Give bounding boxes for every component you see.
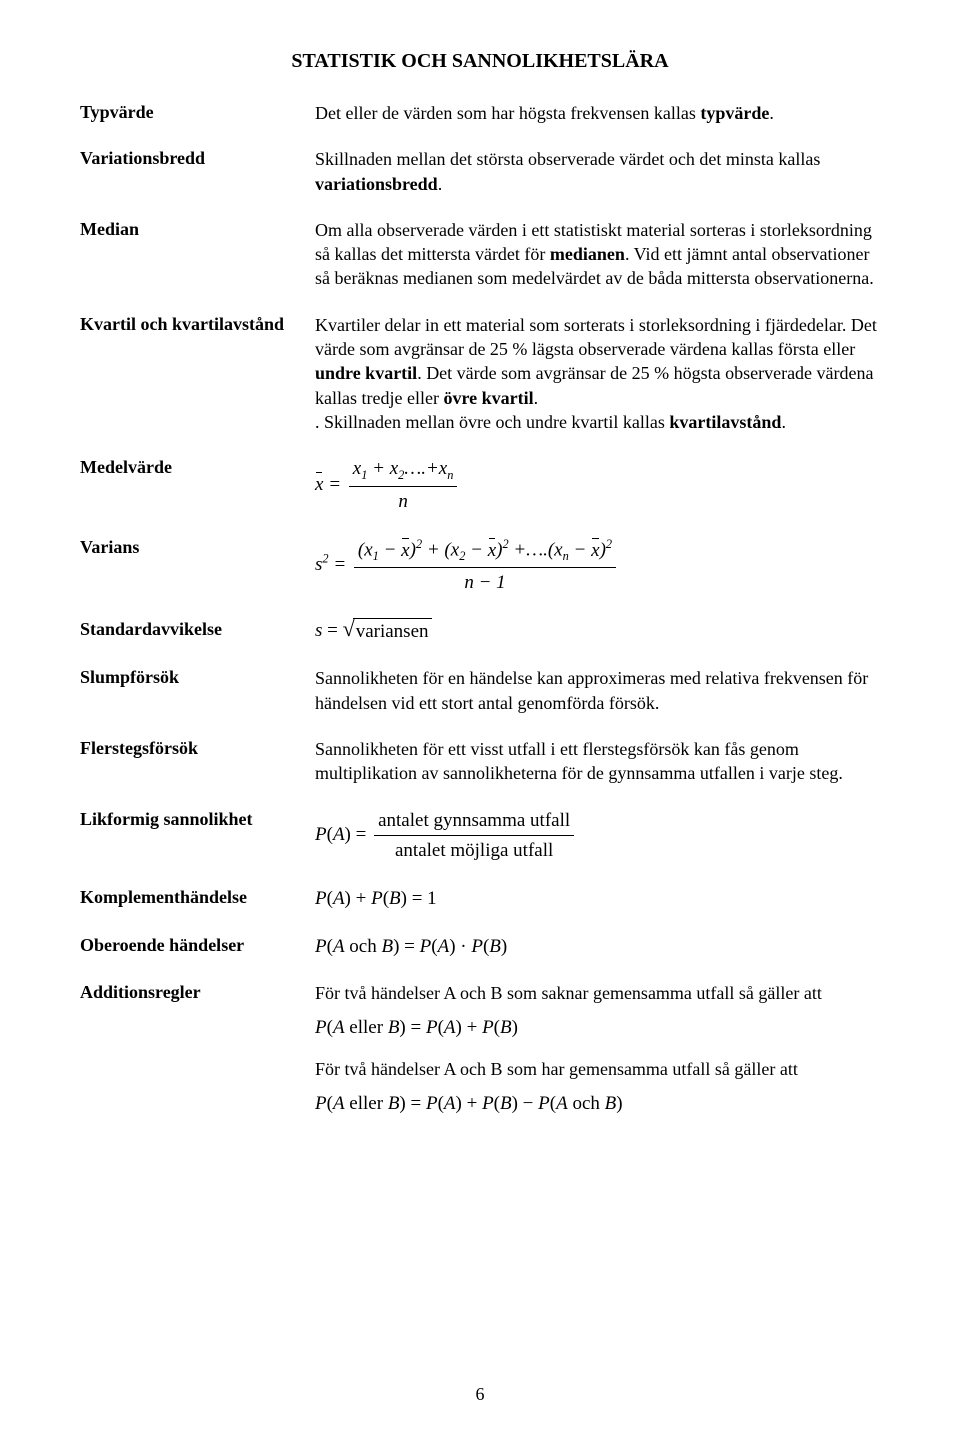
formula-likformig: P(A) = antalet gynnsamma utfall antalet … (315, 824, 577, 845)
term-oberoende: Oberoende händelser (80, 934, 315, 956)
term-flersteg: Flerstegsförsök (80, 737, 315, 759)
def-medel: x = x1 + x2….+xn n (315, 456, 880, 514)
lf-num: antalet gynnsamma utfall (374, 808, 574, 837)
row-medel: Medelvärde x = x1 + x2….+xn n (80, 456, 880, 514)
term-add: Additionsregler (80, 981, 315, 1003)
kv-p3: . Skillnaden mellan övre och undre kvart… (315, 412, 669, 432)
std-eq: = (322, 620, 342, 641)
term-typvarde: Typvärde (80, 101, 315, 123)
row-median: Median Om alla observerade värden i ett … (80, 218, 880, 291)
page-number: 6 (0, 1384, 960, 1405)
row-likformig: Likformig sannolikhet P(A) = antalet gyn… (80, 808, 880, 864)
formula-variance: s2 = (x1 − x)2 + (x2 − x)2 +….(xn − x)2 … (315, 554, 619, 575)
kv-p4: . (781, 412, 786, 432)
row-slump: Slumpförsök Sannolikheten för en händels… (80, 666, 880, 715)
page: STATISTIK OCH SANNOLIKHETSLÄRA Typvärde … (0, 0, 960, 1435)
row-typvarde: Typvärde Det eller de värden som har hög… (80, 101, 880, 125)
row-std: Standardavvikelse s = √variansen (80, 618, 880, 645)
def-bold: medianen (550, 244, 625, 264)
term-median: Median (80, 218, 315, 240)
def-varbredd: Skillnaden mellan det största observerad… (315, 147, 880, 196)
def-typvarde: Det eller de värden som har högsta frekv… (315, 101, 880, 125)
kv-b3: kvartilavstånd (669, 412, 781, 432)
row-varians: Varians s2 = (x1 − x)2 + (x2 − x)2 +….(x… (80, 536, 880, 595)
def-kvartil: Kvartiler delar in ett material som sort… (315, 313, 880, 434)
std-body: variansen (353, 618, 432, 645)
def-varians: s2 = (x1 − x)2 + (x2 − x)2 +….(xn − x)2 … (315, 536, 880, 595)
row-flersteg: Flerstegsförsök Sannolikheten för ett vi… (80, 737, 880, 786)
def-std: s = √variansen (315, 618, 880, 645)
term-kompl: Komplementhändelse (80, 886, 315, 908)
document-title: STATISTIK OCH SANNOLIKHETSLÄRA (80, 50, 880, 73)
def-bold: typvärde (700, 103, 769, 123)
add-p1: För två händelser A och B som saknar gem… (315, 981, 880, 1005)
def-oberoende: P(A och B) = P(A) · P(B) (315, 934, 880, 960)
def-text: Det eller de värden som har högsta frekv… (315, 103, 700, 123)
add-p2: För två händelser A och B som har gemens… (315, 1057, 880, 1081)
row-add: Additionsregler För två händelser A och … (80, 981, 880, 1117)
def-flersteg: Sannolikheten för ett visst utfall i ett… (315, 737, 880, 786)
lf-den: antalet möjliga utfall (374, 836, 574, 864)
row-kvartil: Kvartil och kvartilavstånd Kvartiler del… (80, 313, 880, 434)
formula-mean: x = x1 + x2….+xn n (315, 474, 460, 495)
term-varians: Varians (80, 536, 315, 558)
kv-b2: övre kvartil (443, 388, 533, 408)
kv-p1: Kvartiler delar in ett material som sort… (315, 315, 877, 359)
term-std: Standardavvikelse (80, 618, 315, 640)
term-medel: Medelvärde (80, 456, 315, 478)
def-add: För två händelser A och B som saknar gem… (315, 981, 880, 1117)
def-slump: Sannolikheten för en händelse kan approx… (315, 666, 880, 715)
def-bold: variationsbredd (315, 174, 438, 194)
def-kompl: P(A) + P(B) = 1 (315, 886, 880, 912)
kv-b1: undre kvartil (315, 363, 417, 383)
def-median: Om alla observerade värden i ett statist… (315, 218, 880, 291)
term-kvartil: Kvartil och kvartilavstånd (80, 313, 315, 335)
def-likformig: P(A) = antalet gynnsamma utfall antalet … (315, 808, 880, 864)
kv-p3-a: . (534, 388, 539, 408)
formula-oberoende: P(A och B) = P(A) · P(B) (315, 936, 507, 957)
term-varbredd: Variationsbredd (80, 147, 315, 169)
formula-add1: P(A eller B) = P(A) + P(B) (315, 1017, 518, 1038)
term-likformig: Likformig sannolikhet (80, 808, 315, 830)
row-oberoende: Oberoende händelser P(A och B) = P(A) · … (80, 934, 880, 960)
formula-std: s = √variansen (315, 620, 432, 641)
row-kompl: Komplementhändelse P(A) + P(B) = 1 (80, 886, 880, 912)
def-text: Skillnaden mellan det största observerad… (315, 149, 820, 169)
formula-kompl: P(A) + P(B) = 1 (315, 888, 437, 909)
formula-add2: P(A eller B) = P(A) + P(B) − P(A och B) (315, 1093, 623, 1114)
term-slump: Slumpförsök (80, 666, 315, 688)
row-varbredd: Variationsbredd Skillnaden mellan det st… (80, 147, 880, 196)
